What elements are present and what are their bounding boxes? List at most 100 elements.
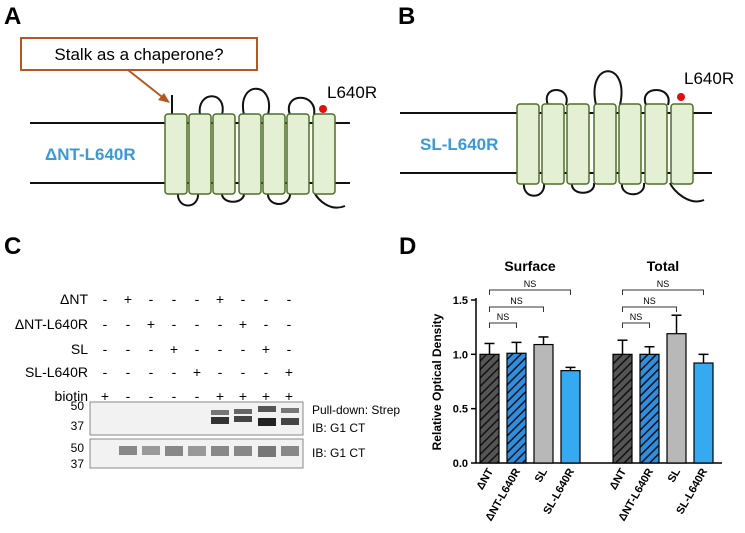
cell: - [149, 388, 154, 404]
construct-label: ΔNT-L640R [45, 145, 136, 164]
blot [89, 438, 304, 469]
significance-label: NS [643, 296, 656, 306]
mw-marker: 50 [71, 441, 85, 455]
cell: - [287, 291, 292, 307]
blot [89, 401, 304, 436]
mutation-label: L640R [327, 83, 377, 102]
cell: - [126, 364, 131, 380]
cell: - [195, 316, 200, 332]
helices-b [516, 103, 694, 185]
cell: - [172, 316, 177, 332]
panel-label: A [4, 3, 21, 30]
blot-label: Pull-down: Strep [312, 403, 400, 417]
callout-text: Stalk as a chaperone? [54, 45, 223, 64]
bar [533, 343, 554, 464]
cell: - [241, 291, 246, 307]
cell: + [216, 388, 224, 404]
bar [693, 362, 714, 464]
mutation-label: L640R [684, 69, 734, 88]
significance-bracket [489, 289, 571, 295]
cell: - [149, 364, 154, 380]
y-tick-label: 0.0 [453, 458, 468, 470]
row-label: ΔNT-L640R [15, 316, 88, 332]
callout-box [20, 37, 258, 71]
blot-label: IB: G1 CT [312, 421, 366, 435]
x-tick-label: ΔNT [474, 466, 496, 492]
cell: + [285, 388, 293, 404]
cell: - [103, 291, 108, 307]
cell: + [262, 341, 270, 357]
callout-arrow [127, 69, 167, 101]
significance-bracket [489, 322, 517, 328]
cell: - [264, 316, 269, 332]
cell: - [264, 291, 269, 307]
cell: + [285, 364, 293, 380]
bar [612, 353, 633, 464]
significance-label: NS [657, 279, 670, 289]
panel-label: C [4, 233, 21, 260]
cell: + [239, 316, 247, 332]
cell: - [103, 316, 108, 332]
significance-bracket [622, 306, 677, 312]
cell: + [239, 388, 247, 404]
significance-bracket [622, 289, 704, 295]
arrow-head [158, 93, 170, 103]
row-label: SL-L640R [25, 364, 88, 380]
cell: - [195, 341, 200, 357]
significance-label: NS [497, 312, 510, 322]
cell: - [287, 316, 292, 332]
cell: - [195, 291, 200, 307]
mutation-site [319, 105, 327, 113]
y-axis-label: Relative Optical Density [430, 313, 444, 450]
significance-bracket [489, 306, 544, 312]
mw-marker: 50 [71, 399, 85, 413]
row-label: ΔNT [60, 291, 88, 307]
group-title: Total [647, 258, 679, 274]
cell: + [124, 291, 132, 307]
cell: - [172, 291, 177, 307]
cell: - [241, 341, 246, 357]
group-title: Surface [504, 258, 556, 274]
cell: - [149, 341, 154, 357]
cell: - [264, 364, 269, 380]
row-label: biotin [55, 388, 88, 404]
blot-label: IB: G1 CT [312, 446, 366, 460]
x-tick-label: SL [533, 466, 551, 484]
cell: - [126, 316, 131, 332]
cell: + [147, 316, 155, 332]
x-tick-label: SL [666, 466, 684, 484]
bar [560, 370, 581, 464]
significance-label: NS [510, 296, 523, 306]
cell: - [103, 341, 108, 357]
y-tick-label: 0.5 [453, 404, 468, 416]
significance-bracket [622, 322, 650, 328]
bar [639, 353, 660, 464]
helices-a [164, 113, 336, 195]
bar [479, 353, 500, 464]
cell: - [126, 388, 131, 404]
row-label: SL [71, 341, 88, 357]
significance-label: NS [524, 279, 537, 289]
cell: + [193, 364, 201, 380]
mw-marker: 37 [71, 419, 85, 433]
bar [506, 352, 527, 464]
bar [666, 333, 687, 464]
cell: - [218, 341, 223, 357]
cell: - [218, 364, 223, 380]
significance-label: NS [630, 312, 643, 322]
mw-marker: 37 [71, 457, 85, 471]
y-tick-label: 1.5 [453, 295, 468, 307]
cell: + [170, 341, 178, 357]
cell: + [216, 291, 224, 307]
cell: - [241, 364, 246, 380]
cell: + [262, 388, 270, 404]
cell: - [149, 291, 154, 307]
y-tick-label: 1.0 [453, 349, 468, 361]
cell: - [195, 388, 200, 404]
cell: - [218, 316, 223, 332]
x-tick-label: ΔNT [607, 466, 629, 492]
cell: - [172, 364, 177, 380]
cell: - [103, 364, 108, 380]
construct-label: SL-L640R [420, 135, 498, 154]
